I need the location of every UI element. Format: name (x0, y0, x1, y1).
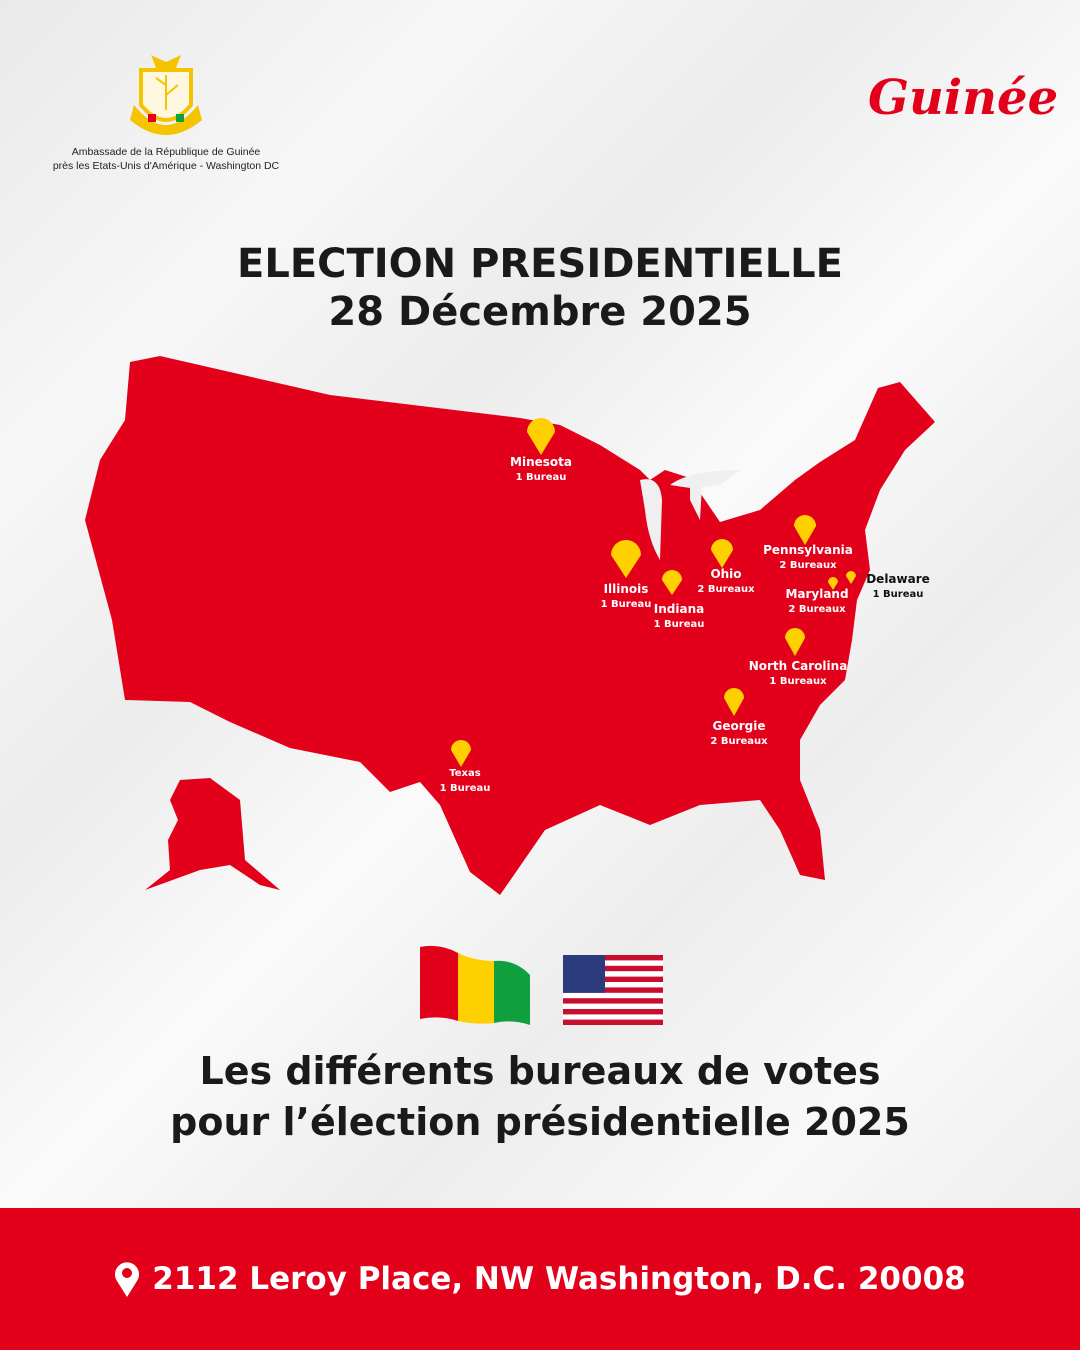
location-ohio: Ohio 2 Bureaux (697, 567, 754, 597)
state-name: Texas (449, 768, 481, 779)
location-georgie: Georgie 2 Bureaux (710, 719, 767, 749)
pin-icon (662, 570, 682, 595)
location-north-carolina: North Carolina 1 Bureaux (749, 659, 848, 689)
subtitle-line-1: Les différents bureaux de votes (199, 1049, 881, 1093)
bureau-count: 1 Bureau (872, 589, 924, 600)
location-texas: Texas 1 Bureau (440, 766, 491, 796)
location-illinois: Illinois 1 Bureau (601, 582, 652, 612)
location-delaware: Delaware 1 Bureau (866, 572, 930, 602)
state-name: Pennsylvania (763, 543, 853, 557)
location-indiana: Indiana 1 Bureau (654, 602, 705, 632)
pin-icon (846, 571, 856, 584)
bureau-count: 2 Bureaux (710, 736, 768, 747)
location-minesota: Minesota 1 Bureau (510, 455, 572, 485)
pin-icon (451, 740, 471, 767)
bureau-count: 2 Bureaux (697, 584, 755, 595)
location-maryland: Maryland 2 Bureaux (785, 587, 848, 617)
state-name: Illinois (603, 582, 649, 596)
pin-icon (527, 418, 555, 455)
state-name: Minesota (510, 455, 572, 469)
embassy-line-2: près les Etats-Unis d'Amérique - Washing… (52, 160, 280, 172)
state-name: Indiana (653, 602, 705, 616)
pin-icon (611, 540, 641, 578)
state-name: Delaware (866, 572, 930, 586)
page-title: ELECTION PRESIDENTIELLE 28 Décembre 2025 (0, 240, 1080, 336)
us-flag-icon (563, 955, 663, 1025)
guinea-coat-of-arms-logo (130, 55, 202, 135)
alaska-shape (145, 778, 280, 890)
state-name: North Carolina (748, 659, 848, 673)
great-lakes (640, 470, 740, 560)
subtitle: Les différents bureaux de votes pour l’é… (0, 1046, 1080, 1148)
address-text: 2112 Leroy Place, NW Washington, D.C. 20… (152, 1261, 966, 1297)
location-pin-icon (115, 1262, 140, 1297)
state-name: Georgie (712, 719, 766, 733)
bureau-count: 1 Bureaux (769, 676, 827, 687)
bureau-count: 2 Bureaux (779, 560, 837, 571)
pin-icon (724, 688, 744, 716)
pin-icon (828, 577, 838, 590)
state-name: Maryland (785, 587, 849, 601)
embassy-name: Ambassade de la République de Guinée prè… (40, 145, 292, 173)
guinea-flag-icon (420, 945, 530, 1025)
bureau-count: 1 Bureau (600, 599, 652, 610)
embassy-line-1: Ambassade de la République de Guinée (71, 146, 261, 158)
pin-icon (794, 515, 816, 545)
pin-icon (785, 628, 805, 656)
footer-address-bar: 2112 Leroy Place, NW Washington, D.C. 20… (0, 1208, 1080, 1350)
bureau-count: 2 Bureaux (788, 604, 846, 615)
pin-icon (711, 539, 733, 568)
subtitle-line-2: pour l’élection présidentielle 2025 (170, 1100, 910, 1144)
bureau-count: 1 Bureau (515, 472, 567, 483)
location-pennsylvania: Pennsylvania 2 Bureaux (763, 543, 853, 573)
guinee-brand-logo: Guinée (868, 70, 1059, 126)
title-date: 28 Décembre 2025 (328, 289, 752, 335)
map-pins (451, 418, 856, 767)
bureau-count: 1 Bureau (653, 619, 705, 630)
title-line-1: ELECTION PRESIDENTIELLE (237, 241, 843, 287)
us-mainland-shape (85, 356, 935, 895)
bureau-count: 1 Bureau (439, 783, 491, 794)
state-name: Ohio (710, 567, 742, 581)
